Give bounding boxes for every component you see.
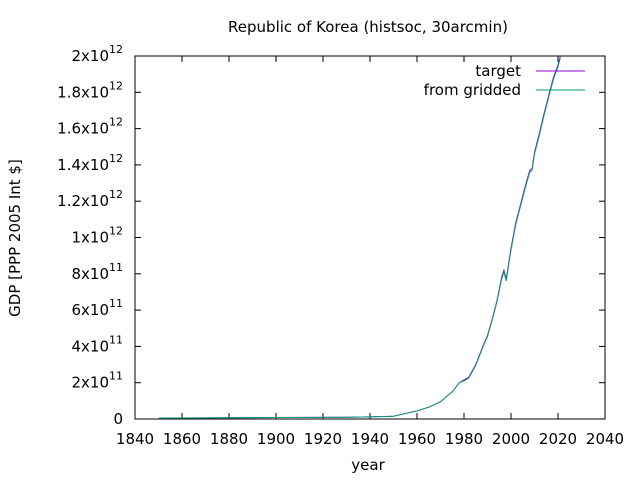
plot-frame: [134, 55, 606, 420]
legend-label: target: [475, 62, 521, 80]
y-tick-label: 1.8x1012: [57, 79, 123, 101]
x-tick-label: 1960: [398, 430, 436, 448]
y-tick-label: 0: [113, 410, 123, 428]
y-tick-label: 1.2x1012: [57, 188, 123, 210]
x-axis-label: year: [351, 456, 385, 474]
x-tick-label: 1840: [116, 430, 154, 448]
series-lines: [158, 56, 561, 419]
y-tick-label: 1x1012: [71, 225, 123, 247]
x-tick-label: 1920: [304, 430, 342, 448]
x-axis: 1840 1860 1880 1900 1920 1940 1960 1980 2000 2020…: [116, 56, 624, 448]
y-axis: 0 2x1011 4x1011 6x1011 8x1011 1x1012 1.2x1012 1…: [57, 43, 605, 428]
x-tick-label: 1860: [163, 430, 201, 448]
x-tick-label: 1980: [445, 430, 483, 448]
series-line-from-gridded: [158, 57, 561, 419]
x-tick-label: 2020: [539, 430, 577, 448]
x-tick-label: 1900: [257, 430, 295, 448]
series-line-target: [158, 56, 561, 419]
x-tick-label: 1880: [210, 430, 248, 448]
y-tick-label: 2x1011: [71, 370, 123, 392]
y-tick-label: 4x1011: [71, 333, 123, 355]
chart-title: Republic of Korea (histsoc, 30arcmin): [228, 18, 508, 36]
y-tick-label: 8x1011: [71, 261, 123, 283]
y-tick-label: 6x1011: [71, 297, 123, 319]
y-tick-label: 1.4x1012: [57, 152, 123, 174]
legend-label: from gridded: [424, 81, 521, 99]
plot-area: [134, 55, 606, 420]
y-tick-label: 2x1012: [71, 43, 123, 65]
y-axis-label: GDP [PPP 2005 Int $]: [6, 159, 24, 317]
x-tick-label: 2040: [586, 430, 624, 448]
x-tick-label: 1940: [351, 430, 389, 448]
x-tick-label: 2000: [492, 430, 530, 448]
y-tick-label: 1.6x1012: [57, 116, 123, 138]
